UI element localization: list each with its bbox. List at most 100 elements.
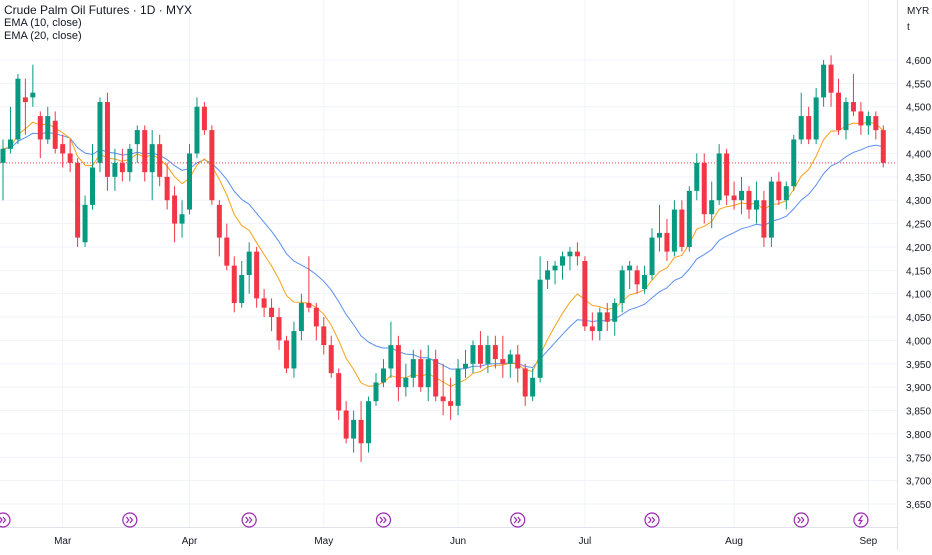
candle-body (336, 373, 342, 411)
candle (82, 195, 88, 247)
dividend-event-icon[interactable] (0, 512, 11, 528)
candle (477, 331, 483, 369)
candle-body (560, 256, 565, 266)
candle (709, 181, 715, 229)
price-tick-label: 4,000 (906, 336, 931, 347)
candle (880, 125, 886, 168)
candle-body (455, 368, 461, 406)
candle-body (850, 102, 856, 112)
dividend-event-icon[interactable] (375, 512, 392, 528)
candle (694, 153, 700, 201)
candle-body (477, 345, 483, 364)
month-label: Mar (54, 536, 72, 547)
price-tick-label: 4,100 (906, 290, 931, 301)
chart-legend: Crude Palm Oil Futures · 1D · MYX EMA (1… (4, 4, 192, 43)
candle-body (746, 190, 752, 210)
candle-body (90, 167, 96, 205)
dividend-event-icon[interactable] (793, 512, 809, 528)
candle (291, 321, 297, 378)
candle-body (37, 116, 43, 140)
candle-body (709, 200, 715, 215)
price-tick-label: 3,700 (906, 477, 931, 488)
candle-body (507, 354, 513, 364)
dividend-event-icon[interactable] (122, 512, 138, 528)
price-tick-label: 4,400 (906, 149, 931, 160)
candle-body (440, 396, 446, 402)
price-tick-label: 3,950 (906, 360, 931, 371)
candle (500, 335, 506, 378)
candle-body (545, 270, 551, 280)
candle (410, 349, 416, 388)
candle-body (768, 181, 774, 238)
candle (686, 186, 692, 252)
candle-body (798, 116, 804, 140)
candle-body (60, 144, 66, 154)
candle-body (134, 130, 140, 145)
month-label: Jul (578, 536, 591, 547)
candle (351, 410, 357, 453)
candle (52, 111, 58, 154)
candle (343, 401, 349, 444)
candle-body (157, 144, 163, 177)
candle-body (731, 195, 737, 201)
candle (746, 186, 752, 219)
candle (97, 97, 103, 173)
dividend-event-icon[interactable] (241, 512, 257, 528)
candle-body (119, 162, 125, 173)
ema20-legend[interactable]: EMA (20, close) (4, 30, 82, 42)
symbol-title[interactable]: Crude Palm Oil Futures · 1D · MYX (4, 3, 193, 17)
candle (806, 106, 812, 145)
candle-body (30, 92, 36, 98)
candle-body (291, 331, 297, 369)
candle (418, 349, 424, 392)
price-axis-unit: MYR t (897, 4, 932, 36)
candle (836, 78, 842, 135)
candle-body (470, 345, 476, 364)
candle (336, 368, 342, 420)
candle (679, 200, 685, 252)
candle (172, 186, 178, 243)
candle-body (567, 251, 573, 257)
event-icon-ring (122, 512, 138, 528)
dividend-event-icon[interactable] (644, 512, 660, 528)
price-tick-label: 3,900 (906, 383, 931, 394)
event-icon-ring (241, 512, 257, 528)
ema10-legend[interactable]: EMA (10, close) (4, 17, 82, 29)
candle-body (634, 270, 640, 285)
grid-lines (0, 0, 897, 527)
dividend-event-icon[interactable] (510, 512, 526, 528)
candle (276, 307, 282, 350)
price-axis-labels: 3,650 3,700 3,750 3,800 3,850 3,900 3,950 4,000… (906, 56, 931, 511)
candle-body (313, 307, 319, 327)
candle (448, 377, 454, 420)
candle (164, 162, 170, 210)
chevrons-icon (125, 516, 134, 524)
candle-body (366, 401, 372, 444)
candle-body (343, 410, 349, 439)
candle-body (656, 232, 662, 238)
candle-body (500, 359, 506, 364)
candle (873, 111, 879, 140)
candle-body (164, 176, 170, 201)
candle (582, 256, 588, 332)
candle-body (858, 111, 864, 126)
month-label: Jun (450, 536, 466, 547)
candle-body (380, 368, 386, 383)
candle (187, 144, 192, 215)
candle (455, 359, 461, 416)
candle (37, 111, 43, 159)
split-event-icon[interactable] (853, 512, 869, 528)
candle (149, 130, 155, 201)
candle-body (448, 401, 454, 406)
candle-body (45, 116, 51, 140)
candle-body (619, 270, 625, 304)
candle (67, 139, 73, 173)
candle-body (463, 363, 469, 369)
candle-body (172, 195, 178, 224)
candle (701, 153, 707, 224)
candle (604, 303, 610, 332)
candle (104, 92, 110, 191)
candle (127, 144, 133, 182)
